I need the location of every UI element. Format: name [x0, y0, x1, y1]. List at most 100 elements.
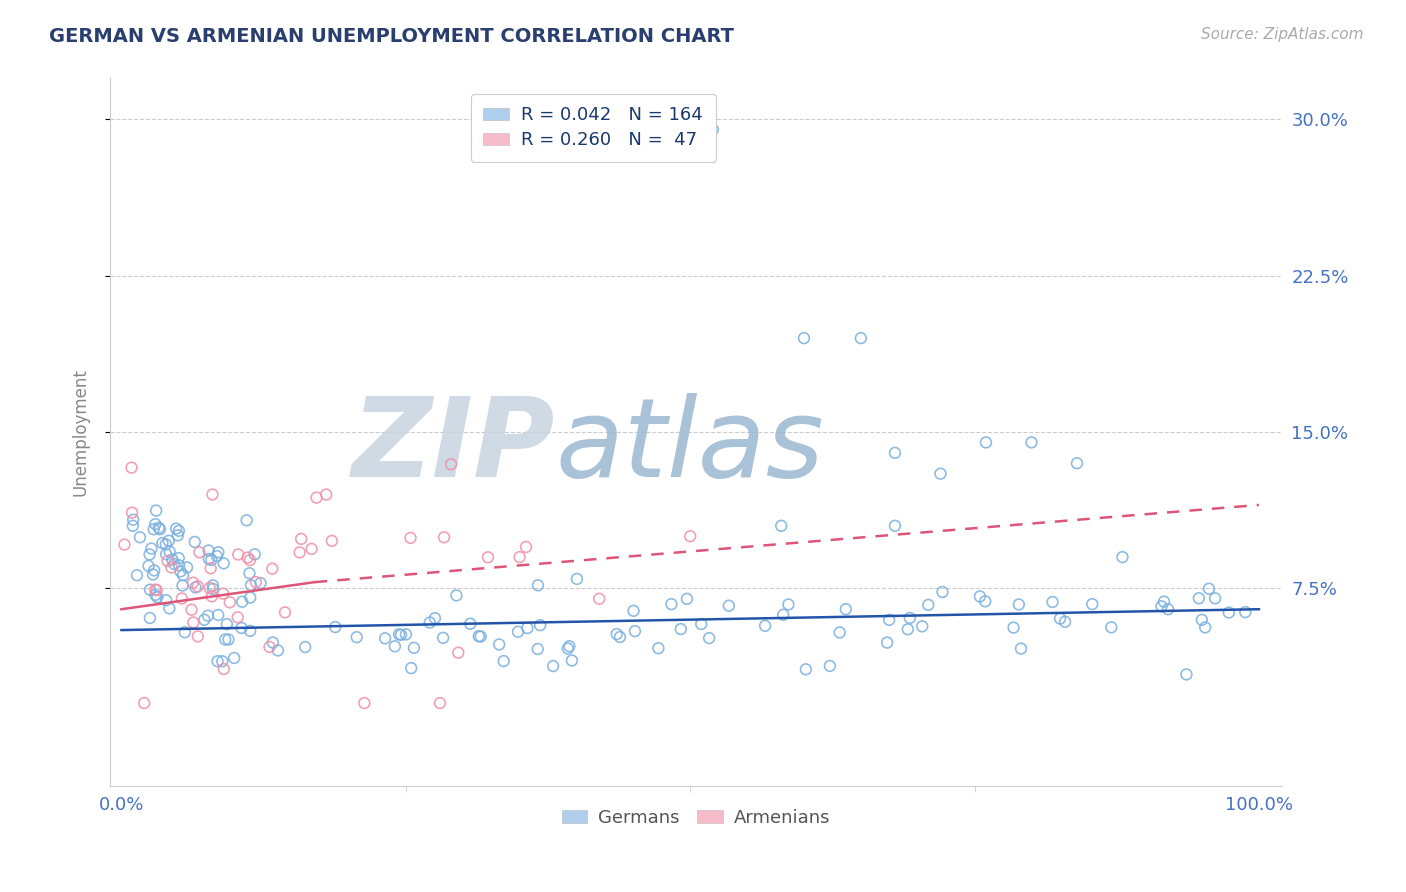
- Point: [558, 640, 581, 654]
- Point: [384, 640, 406, 654]
- Point: [121, 518, 143, 533]
- Point: [447, 646, 470, 660]
- Point: [526, 642, 548, 657]
- Point: [207, 545, 229, 559]
- Point: [155, 547, 177, 561]
- Point: [176, 560, 198, 574]
- Point: [1234, 605, 1257, 619]
- Point: [1191, 613, 1213, 627]
- Point: [661, 597, 683, 611]
- Point: [529, 618, 551, 632]
- Point: [249, 576, 271, 591]
- Point: [818, 659, 841, 673]
- Point: [1081, 597, 1104, 611]
- Point: [1099, 620, 1122, 634]
- Point: [167, 558, 190, 573]
- Point: [169, 565, 191, 579]
- Point: [193, 613, 215, 627]
- Point: [778, 598, 800, 612]
- Point: [160, 560, 183, 574]
- Point: [1175, 667, 1198, 681]
- Point: [290, 532, 312, 546]
- Point: [1049, 611, 1071, 625]
- Point: [231, 621, 253, 635]
- Point: [197, 608, 219, 623]
- Point: [1042, 595, 1064, 609]
- Point: [170, 591, 193, 606]
- Point: [239, 591, 262, 605]
- Point: [172, 578, 194, 592]
- Point: [1218, 606, 1240, 620]
- Y-axis label: Unemployment: Unemployment: [72, 368, 89, 496]
- Text: GERMAN VS ARMENIAN UNEMPLOYMENT CORRELATION CHART: GERMAN VS ARMENIAN UNEMPLOYMENT CORRELAT…: [49, 27, 734, 45]
- Point: [143, 563, 166, 577]
- Point: [183, 615, 205, 630]
- Point: [877, 613, 900, 627]
- Point: [238, 566, 260, 581]
- Point: [470, 630, 492, 644]
- Point: [1157, 602, 1180, 616]
- Point: [262, 635, 284, 649]
- Point: [267, 643, 290, 657]
- Point: [509, 550, 531, 565]
- Point: [588, 591, 610, 606]
- Point: [315, 487, 337, 501]
- Point: [201, 487, 224, 501]
- Point: [217, 632, 239, 647]
- Point: [211, 654, 233, 668]
- Point: [239, 578, 262, 592]
- Point: [155, 593, 177, 607]
- Point: [388, 627, 411, 641]
- Point: [236, 550, 259, 565]
- Point: [139, 611, 162, 625]
- Point: [226, 610, 249, 624]
- Point: [139, 582, 162, 597]
- Point: [157, 601, 180, 615]
- Point: [138, 558, 160, 573]
- Point: [432, 631, 454, 645]
- Point: [274, 606, 297, 620]
- Point: [143, 582, 166, 597]
- Point: [793, 331, 815, 345]
- Point: [218, 595, 240, 609]
- Point: [419, 615, 441, 630]
- Point: [676, 591, 699, 606]
- Point: [772, 607, 794, 622]
- Point: [121, 506, 143, 520]
- Point: [184, 535, 207, 549]
- Point: [162, 552, 184, 566]
- Point: [323, 620, 346, 634]
- Point: [1066, 456, 1088, 470]
- Point: [876, 635, 898, 649]
- Point: [1198, 582, 1220, 596]
- Point: [884, 518, 907, 533]
- Point: [911, 619, 934, 633]
- Point: [155, 537, 177, 551]
- Point: [215, 617, 238, 632]
- Point: [440, 457, 463, 471]
- Point: [187, 629, 209, 643]
- Point: [429, 696, 451, 710]
- Point: [121, 460, 143, 475]
- Point: [609, 630, 631, 644]
- Point: [561, 654, 583, 668]
- Point: [898, 611, 921, 625]
- Point: [623, 604, 645, 618]
- Point: [917, 598, 939, 612]
- Point: [235, 513, 257, 527]
- Text: ZIP: ZIP: [352, 392, 555, 500]
- Point: [374, 632, 396, 646]
- Point: [187, 579, 209, 593]
- Point: [690, 617, 713, 632]
- Point: [125, 568, 148, 582]
- Point: [1194, 620, 1216, 634]
- Point: [647, 641, 669, 656]
- Point: [1150, 599, 1173, 614]
- Point: [492, 654, 515, 668]
- Point: [468, 629, 491, 643]
- Point: [1002, 621, 1025, 635]
- Point: [156, 554, 179, 568]
- Point: [148, 521, 170, 535]
- Point: [200, 553, 222, 567]
- Point: [207, 607, 229, 622]
